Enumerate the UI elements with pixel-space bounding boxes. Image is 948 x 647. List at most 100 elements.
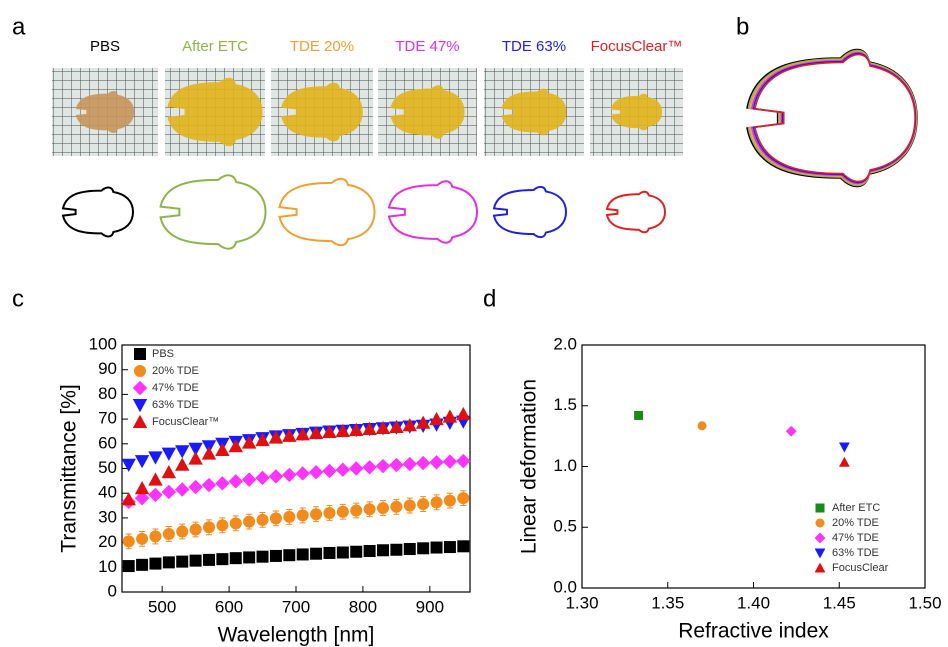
marker <box>402 456 417 472</box>
marker <box>363 503 376 516</box>
sample-outline <box>494 187 566 237</box>
sample-title: FocusClear™ <box>591 38 683 55</box>
marker <box>134 348 146 360</box>
marker <box>175 457 190 471</box>
marker <box>161 465 177 479</box>
marker <box>322 463 337 479</box>
legend-label: FocusClear <box>832 562 889 574</box>
marker <box>634 410 644 420</box>
marker <box>336 505 349 518</box>
y-tick-label: 70 <box>98 409 117 428</box>
sample-title: TDE 47% <box>395 38 459 55</box>
marker <box>429 455 444 470</box>
marker <box>282 428 297 442</box>
marker <box>417 498 430 511</box>
marker <box>310 547 323 560</box>
y-tick-label: 30 <box>98 507 117 526</box>
marker <box>268 430 284 444</box>
marker <box>403 499 416 512</box>
marker <box>148 451 163 465</box>
y-tick-label: 90 <box>98 359 117 378</box>
x-tick-label: 1.30 <box>565 593 598 612</box>
marker <box>814 562 826 573</box>
marker <box>375 420 391 434</box>
y-tick-label: 10 <box>98 557 117 576</box>
marker <box>228 439 243 453</box>
marker <box>134 481 150 495</box>
marker <box>362 421 377 435</box>
y-tick-label: 50 <box>98 458 117 477</box>
sample-title: PBS <box>90 38 120 55</box>
marker <box>443 541 456 554</box>
x-tick-label: 500 <box>148 597 176 616</box>
sample-tissue <box>281 82 363 142</box>
marker <box>814 532 826 544</box>
y-tick-label: 1.0 <box>553 456 577 475</box>
marker <box>256 513 269 526</box>
sample-tissue <box>501 88 567 136</box>
marker <box>349 422 364 436</box>
marker <box>403 543 416 556</box>
marker <box>283 510 296 523</box>
marker <box>415 415 431 429</box>
marker <box>189 554 202 567</box>
marker <box>134 365 146 377</box>
marker <box>363 544 376 557</box>
marker <box>377 502 389 515</box>
marker <box>188 442 203 456</box>
x-axis-label: Wavelength [nm] <box>218 624 375 647</box>
marker <box>335 423 351 437</box>
marker <box>390 543 403 556</box>
marker <box>134 455 150 469</box>
marker <box>310 508 323 521</box>
marker <box>335 462 351 477</box>
marker <box>295 427 310 441</box>
marker <box>838 442 850 453</box>
overlay-outline <box>755 55 915 182</box>
panel-label: d <box>483 285 496 312</box>
panel-label: c <box>12 285 24 312</box>
y-tick-label: 0 <box>108 581 117 600</box>
marker <box>132 414 148 428</box>
y-tick-label: 0.0 <box>553 577 577 596</box>
sample-tissue <box>167 77 263 147</box>
marker <box>443 494 456 507</box>
y-axis-label: Linear deformation <box>518 379 541 554</box>
marker <box>323 506 336 519</box>
marker <box>430 541 443 554</box>
marker <box>375 458 391 474</box>
marker <box>308 465 324 480</box>
marker <box>189 523 202 536</box>
sample-tissue <box>75 91 135 133</box>
marker <box>243 515 256 528</box>
legend-label: After ETC <box>832 502 880 514</box>
marker <box>456 453 471 469</box>
panel-label: a <box>12 13 26 40</box>
sample-outline <box>161 175 266 248</box>
legend-label: PBS <box>152 348 174 360</box>
legend-label: 47% TDE <box>832 532 879 544</box>
marker <box>269 549 282 562</box>
y-axis-label: Transmittance [%] <box>58 384 81 552</box>
marker <box>815 503 825 513</box>
legend-label: FocusClear™ <box>152 416 219 428</box>
x-tick-label: 1.35 <box>651 593 684 612</box>
marker <box>282 467 297 483</box>
x-tick-label: 1.40 <box>737 593 770 612</box>
marker <box>228 474 243 489</box>
marker <box>201 477 217 493</box>
y-tick-label: 40 <box>98 483 117 502</box>
marker <box>815 518 825 528</box>
y-tick-label: 100 <box>89 334 117 353</box>
marker <box>389 419 404 434</box>
marker <box>429 411 444 426</box>
marker <box>390 500 403 513</box>
marker <box>350 504 363 517</box>
marker <box>229 517 242 530</box>
legend-label: 20% TDE <box>152 365 199 377</box>
marker <box>838 456 850 467</box>
marker <box>442 454 458 469</box>
marker <box>132 399 148 413</box>
marker <box>415 455 431 471</box>
marker <box>255 470 270 486</box>
